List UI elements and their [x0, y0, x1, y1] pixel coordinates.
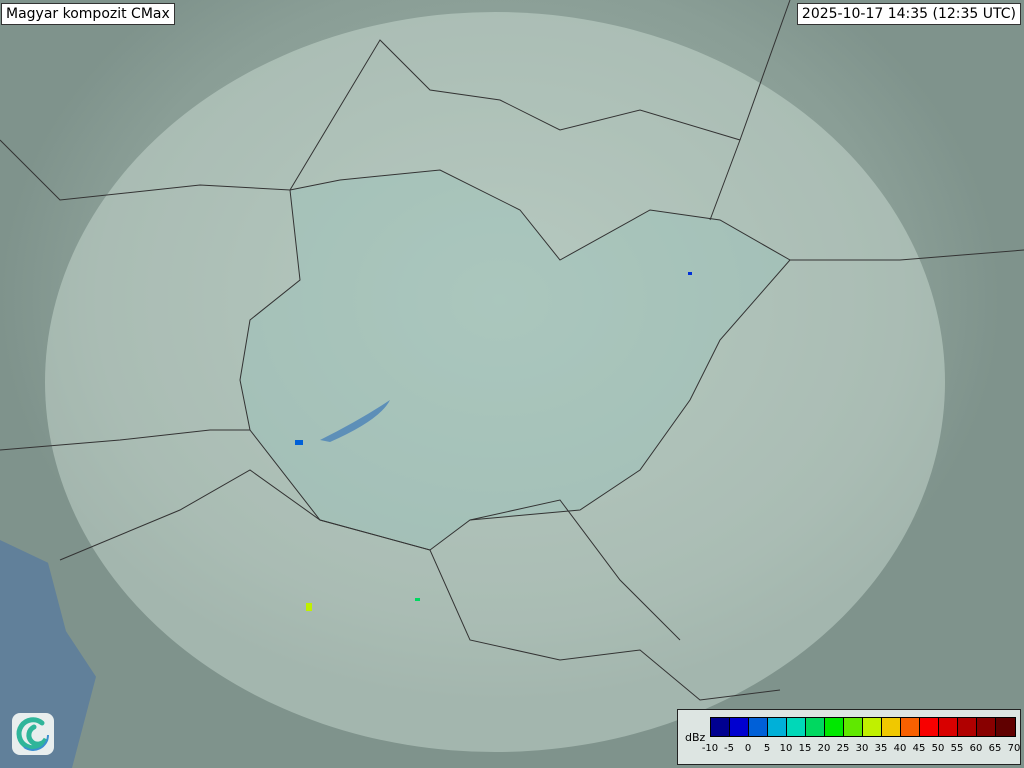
legend-swatch: [825, 718, 844, 736]
legend-tick-label: 15: [798, 743, 812, 754]
legend-swatch: [882, 718, 901, 736]
echo: [415, 598, 420, 601]
legend-tick-label: 20: [817, 743, 831, 754]
legend-swatch: [844, 718, 863, 736]
legend-swatch: [920, 718, 939, 736]
legend-tick-label: 30: [855, 743, 869, 754]
legend-tick-label: -5: [724, 743, 734, 754]
country-border: [790, 249, 1024, 261]
legend-swatch: [749, 718, 768, 736]
legend-swatch: [787, 718, 806, 736]
swirl-logo-icon: [12, 713, 54, 755]
country-border: [0, 429, 250, 451]
legend-tick-label: 25: [836, 743, 850, 754]
legend-unit: dBz: [685, 731, 706, 744]
radar-coverage-area: [45, 12, 945, 752]
legend-tick-label: 0: [744, 743, 752, 754]
echo: [306, 603, 312, 611]
color-legend: dBz -10 -5 0 5 10 15 20 25 30 35 40 45 50 55 60 65 70: [677, 709, 1021, 765]
legend-swatch: [730, 718, 749, 736]
legend-swatch: [901, 718, 920, 736]
legend-swatch: [958, 718, 977, 736]
map-title: Magyar kompozit CMax: [1, 3, 175, 25]
legend-swatch: [711, 718, 730, 736]
legend-swatch: [768, 718, 787, 736]
lake-balaton: [320, 400, 390, 442]
legend-tick-label: 10: [779, 743, 793, 754]
legend-tick-label: 70: [1007, 743, 1021, 754]
legend-swatch: [806, 718, 825, 736]
legend-tick-label: 40: [893, 743, 907, 754]
hungary-highlight: [239, 169, 791, 551]
legend-swatch: [996, 718, 1015, 736]
legend-tick-label: 55: [950, 743, 964, 754]
country-border: [739, 0, 791, 141]
legend-tick-label: 50: [931, 743, 945, 754]
legend-swatch: [977, 718, 996, 736]
legend-swatch: [863, 718, 882, 736]
country-border: [59, 469, 781, 701]
country-border: [0, 39, 741, 221]
legend-bar: [710, 717, 1016, 737]
timestamp: 2025-10-17 14:35 (12:35 UTC): [796, 3, 1021, 25]
legend-tick-label: 35: [874, 743, 888, 754]
legend-tick-label: 45: [912, 743, 926, 754]
legend-swatch: [939, 718, 958, 736]
country-border: [469, 499, 681, 641]
echo: [295, 440, 303, 445]
legend-tick-label: -10: [701, 743, 719, 754]
legend-tick-label: 65: [988, 743, 1002, 754]
echo: [688, 272, 692, 275]
legend-tick-label: 5: [763, 743, 771, 754]
legend-tick-label: 60: [969, 743, 983, 754]
